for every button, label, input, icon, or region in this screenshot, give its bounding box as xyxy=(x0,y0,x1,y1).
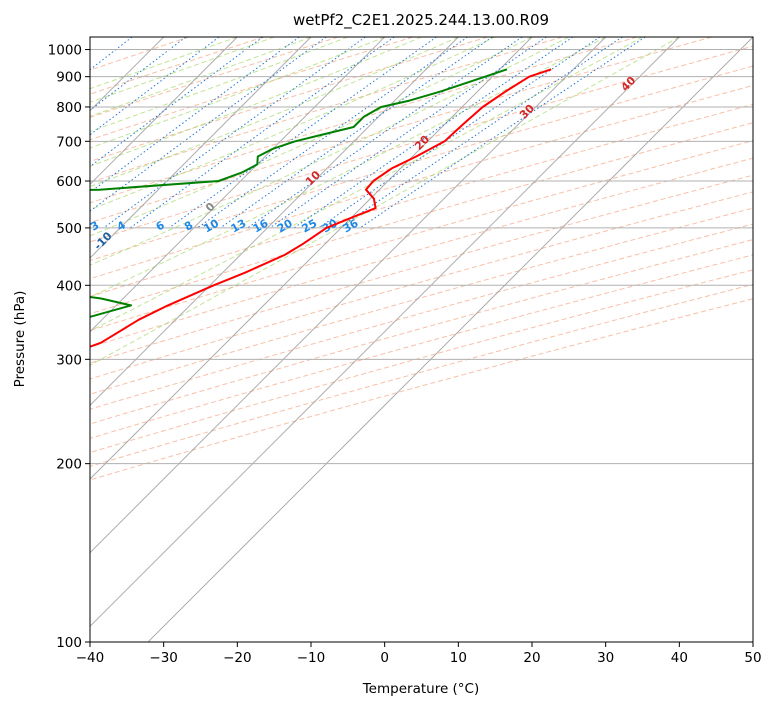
isotherm xyxy=(90,37,459,407)
x-tick-label: −30 xyxy=(149,650,178,666)
moist-adiabat xyxy=(90,37,275,103)
dry-adiabat xyxy=(90,239,753,425)
dry-adiabat xyxy=(90,37,339,118)
y-tick-label: 100 xyxy=(56,635,82,651)
mixing-ratio-line xyxy=(0,37,82,228)
moist-adiabat xyxy=(90,37,606,298)
mixing-ratio-line xyxy=(338,37,623,229)
dry-adiabat xyxy=(90,103,753,298)
mixing-ratio-line xyxy=(197,37,468,229)
isotherm xyxy=(90,37,386,333)
dry-adiabat xyxy=(90,37,488,162)
chart-title: wetPf2_C2E1.2025.244.13.00.R09 xyxy=(293,11,549,30)
mixing-ratio-line xyxy=(129,37,395,229)
y-axis-label: Pressure (hPa) xyxy=(12,291,28,388)
y-tick-label: 400 xyxy=(56,278,82,294)
x-tick-label: 50 xyxy=(744,650,761,666)
mixing-ratio-line xyxy=(90,37,187,111)
y-tick-label: 600 xyxy=(56,174,82,190)
y-tick-label: 1000 xyxy=(48,43,82,59)
mixing-ratio-line xyxy=(90,37,220,136)
x-tick-label: 20 xyxy=(523,650,540,666)
y-tick-label: 900 xyxy=(56,70,82,86)
dry-adiabat xyxy=(90,223,753,410)
x-tick-label: 10 xyxy=(450,650,467,666)
isotherm xyxy=(90,37,238,186)
mixing-ratio-label: 13 xyxy=(229,217,249,236)
mixing-ratio-line xyxy=(247,37,523,229)
dry-adiabat xyxy=(90,269,753,454)
y-tick-label: 200 xyxy=(56,457,82,473)
dewpoint-profile xyxy=(90,68,508,318)
y-tick-label: 500 xyxy=(56,221,82,237)
isotherm xyxy=(90,37,312,259)
isotherm xyxy=(147,37,753,642)
x-axis-label: Temperature (°C) xyxy=(362,681,480,697)
mixing-ratio-label: 6 xyxy=(154,218,167,233)
dry-adiabat xyxy=(90,298,753,481)
plot-frame xyxy=(89,36,754,643)
x-tick-label: −10 xyxy=(297,650,326,666)
y-tick-label: 800 xyxy=(56,100,82,116)
dry-adiabat xyxy=(90,254,753,439)
x-tick-label: 40 xyxy=(671,650,688,666)
moist-adiabat xyxy=(90,37,348,133)
sounding-profiles xyxy=(90,68,552,348)
isotherm xyxy=(90,37,533,480)
temperature-profile xyxy=(90,68,552,348)
mixing-ratio-line xyxy=(318,37,601,229)
mixing-ratio-label: 10 xyxy=(201,216,221,235)
y-tick-label: 300 xyxy=(56,352,82,368)
isotherm xyxy=(90,37,680,628)
moist-adiabat xyxy=(90,37,643,332)
background-lines xyxy=(0,37,753,642)
moist-adiabat xyxy=(90,37,422,167)
moist-adiabat xyxy=(90,37,238,90)
mixing-ratio-label: 16 xyxy=(251,216,271,235)
mixing-ratio-label: 25 xyxy=(300,217,320,236)
dry-adiabat xyxy=(90,157,753,348)
dry-adiabat xyxy=(90,37,264,95)
dry-adiabat xyxy=(90,37,638,204)
x-tick-label: 30 xyxy=(597,650,614,666)
moist-adiabat xyxy=(90,37,680,366)
x-tick-label: −40 xyxy=(76,650,105,666)
dry-adiabat xyxy=(90,65,753,262)
dry-adiabat xyxy=(90,283,753,467)
x-axis-ticks: −40 −30 −20 −10 0 10 20 30 40 50 xyxy=(76,642,762,666)
mixing-ratio-label: 20 xyxy=(275,216,295,235)
mixing-ratio-line xyxy=(269,37,547,229)
pressure-gridlines xyxy=(90,49,753,642)
mixing-ratio-line xyxy=(359,37,646,229)
mixing-ratio-line xyxy=(220,37,493,229)
x-tick-label: −20 xyxy=(223,650,252,666)
mixing-ratio-line xyxy=(103,37,366,229)
mixing-ratio-line xyxy=(168,37,437,229)
y-axis-ticks: 100 200 300 400 500 600 700 800 900 1000 xyxy=(48,43,90,651)
x-tick-label: 0 xyxy=(380,650,389,666)
dry-adiabat xyxy=(90,37,189,71)
y-tick-label: 700 xyxy=(56,134,82,150)
isotherm xyxy=(90,37,607,554)
mixing-ratio-line xyxy=(90,37,327,212)
isotherm-label: 30 xyxy=(517,101,537,121)
dry-adiabat xyxy=(90,122,753,315)
dry-adiabat xyxy=(90,37,563,183)
dry-adiabat xyxy=(90,37,712,224)
